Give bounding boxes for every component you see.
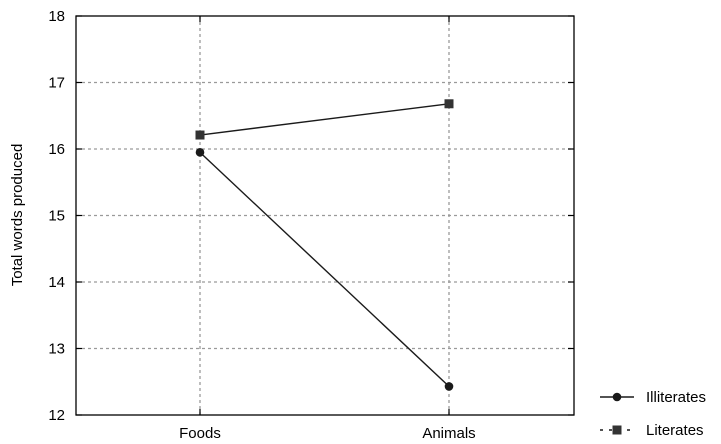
data-point-literates [444, 99, 454, 109]
series-line-illiterates [199, 151, 450, 387]
y-axis-label: Total words produced [9, 144, 26, 287]
legend: Illiterates Literates [600, 389, 706, 439]
gridlines [76, 16, 574, 415]
y-tick-labels: 12 13 14 15 16 17 18 [48, 8, 65, 424]
y-tick-label: 17 [48, 75, 65, 92]
data-point-literates [195, 130, 205, 140]
legend-marker-literates [612, 425, 622, 435]
x-tick-labels: Foods Animals [179, 425, 476, 442]
data-point-illiterates [195, 148, 205, 157]
y-tick-label: 12 [48, 407, 65, 424]
series-line-literates [199, 103, 450, 136]
legend-label-literates: Literates [646, 422, 704, 439]
x-tick-label: Foods [179, 425, 221, 442]
y-tick-label: 18 [48, 8, 65, 25]
y-tick-label: 13 [48, 341, 65, 358]
axis-ticks [76, 15, 574, 416]
series-group [195, 99, 454, 391]
y-tick-label: 14 [48, 274, 65, 291]
legend-marker-illiterates [612, 392, 622, 402]
data-point-illiterates [444, 382, 454, 391]
x-tick-label: Animals [422, 425, 475, 442]
y-tick-label: 15 [48, 208, 65, 225]
legend-label-illiterates: Illiterates [646, 389, 706, 406]
y-tick-label: 16 [48, 141, 65, 158]
